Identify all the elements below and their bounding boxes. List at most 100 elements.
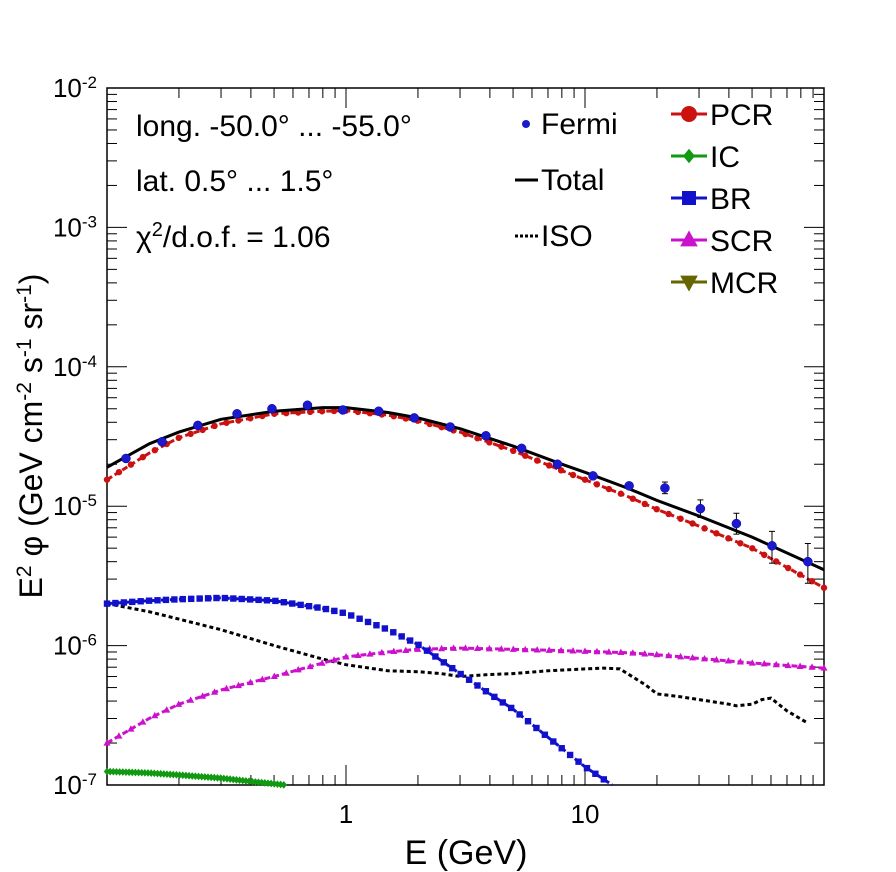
series-pcr-marker bbox=[796, 571, 804, 578]
series-br-marker bbox=[440, 659, 448, 666]
series-scr-marker bbox=[760, 660, 768, 667]
series-br-marker bbox=[120, 599, 128, 606]
series-br-marker bbox=[516, 711, 523, 718]
legend-marker-dot bbox=[522, 120, 530, 128]
plot-frame bbox=[106, 87, 825, 786]
series-scr-marker bbox=[689, 653, 697, 661]
series-scr-marker bbox=[390, 647, 398, 655]
series-ic-marker bbox=[226, 775, 234, 783]
legend-marker-square bbox=[682, 191, 696, 205]
series-pcr-marker bbox=[545, 462, 553, 469]
series-pcr-marker bbox=[175, 434, 182, 442]
series-br-marker bbox=[331, 607, 338, 615]
series-scr-marker bbox=[450, 644, 458, 651]
series-br-marker bbox=[145, 597, 153, 604]
series-pcr-marker bbox=[569, 471, 577, 479]
series-scr-marker bbox=[653, 650, 661, 658]
series-br-marker bbox=[373, 622, 380, 629]
series-scr-marker bbox=[342, 653, 350, 660]
series-iso-line bbox=[106, 602, 808, 724]
series-pcr-marker bbox=[689, 520, 696, 527]
fermi-point bbox=[302, 400, 313, 410]
legend-item-total: Total bbox=[515, 164, 604, 197]
series-br-marker bbox=[221, 594, 229, 602]
series-scr-marker bbox=[282, 669, 290, 676]
series-scr-marker bbox=[139, 718, 147, 725]
series-scr-marker bbox=[378, 648, 386, 656]
legend-item-iso: ISO bbox=[515, 220, 593, 253]
series-br-marker bbox=[449, 664, 456, 672]
series-pcr-marker bbox=[151, 447, 158, 454]
fermi-point bbox=[157, 436, 167, 447]
series-ic-marker bbox=[173, 770, 180, 779]
series-scr-marker bbox=[330, 656, 338, 663]
series-br-marker bbox=[297, 601, 304, 609]
fermi-point bbox=[516, 443, 527, 454]
series-ic-marker bbox=[103, 767, 111, 776]
series-pcr-marker bbox=[629, 495, 636, 502]
y-axis-ticks: 10-7 10-6 10-5 10-4 10-3 10-2 bbox=[53, 73, 97, 801]
series-scr-marker bbox=[258, 675, 266, 683]
series-br-marker bbox=[137, 598, 144, 605]
fermi-point bbox=[767, 541, 777, 551]
series-ic-marker bbox=[255, 778, 262, 787]
series-scr-marker bbox=[677, 652, 685, 660]
series-br-marker bbox=[255, 596, 262, 604]
fermi-point bbox=[481, 431, 491, 441]
series-scr-marker bbox=[187, 696, 195, 703]
series-ic-marker bbox=[242, 777, 250, 785]
series-br-marker bbox=[356, 615, 363, 622]
series-ic-marker bbox=[170, 770, 177, 779]
series-total-line bbox=[106, 406, 825, 572]
series-scr-marker bbox=[796, 662, 804, 669]
series-br-marker bbox=[541, 731, 549, 738]
series-br-marker bbox=[188, 595, 195, 603]
series-scr-marker bbox=[103, 739, 111, 746]
series-br-marker bbox=[103, 600, 111, 607]
y-tick-label: 10-4 bbox=[53, 351, 97, 382]
series-ic-marker bbox=[271, 779, 278, 788]
series-br-marker bbox=[162, 596, 170, 604]
series-br-marker bbox=[524, 718, 532, 725]
fermi-point bbox=[624, 481, 634, 491]
fermi-point bbox=[338, 405, 348, 415]
series-scr-marker bbox=[211, 688, 219, 695]
series-br-marker bbox=[213, 594, 220, 602]
series-br-marker bbox=[423, 647, 431, 654]
series-scr-marker bbox=[521, 645, 529, 653]
series-br-marker bbox=[289, 600, 296, 607]
series-scr-marker bbox=[318, 659, 326, 666]
series-br-marker bbox=[406, 637, 414, 644]
fermi-point bbox=[552, 459, 563, 469]
series-pcr-marker bbox=[223, 419, 230, 426]
series-br-marker bbox=[305, 602, 313, 610]
series-br-marker bbox=[566, 751, 574, 759]
series-ic-marker bbox=[147, 769, 155, 777]
x-tick-label: 1 bbox=[339, 799, 353, 829]
series-br-marker bbox=[575, 758, 582, 765]
series-br-marker bbox=[347, 612, 355, 619]
fermi-data-points bbox=[121, 400, 813, 584]
series-br-marker bbox=[339, 609, 346, 616]
series-br-marker bbox=[238, 595, 245, 603]
legend-marker-circle bbox=[681, 106, 697, 122]
series-ic-marker bbox=[207, 773, 215, 782]
series-scr-marker bbox=[127, 725, 135, 732]
series-ic-marker bbox=[135, 768, 142, 777]
series-pcr bbox=[103, 407, 828, 591]
series-total bbox=[106, 406, 825, 572]
y-tick-label: 10-6 bbox=[53, 630, 97, 661]
series-pcr-marker bbox=[737, 540, 744, 547]
series-pcr-marker bbox=[665, 510, 672, 518]
legend-label: ISO bbox=[541, 220, 593, 253]
series-ic-marker bbox=[192, 772, 199, 781]
legend-item-pcr: PCR bbox=[671, 99, 773, 132]
legend-label: IC bbox=[710, 141, 740, 174]
series-br-marker bbox=[507, 704, 515, 712]
series-br-marker bbox=[600, 776, 608, 783]
annotation-longitude: long. -50.0° ... -55.0° bbox=[136, 110, 412, 143]
series-pcr-marker bbox=[330, 407, 338, 415]
legend-label: SCR bbox=[710, 225, 773, 258]
series-scr-marker bbox=[485, 644, 493, 652]
fermi-point bbox=[588, 471, 598, 481]
